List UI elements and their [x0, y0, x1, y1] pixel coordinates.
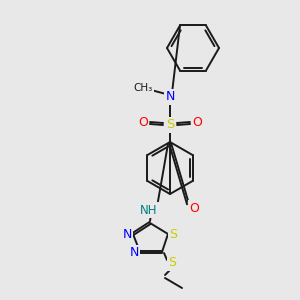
- Text: N: N: [129, 247, 139, 260]
- Text: S: S: [168, 256, 176, 269]
- Text: O: O: [189, 202, 199, 214]
- Text: N: N: [122, 227, 132, 241]
- Text: O: O: [138, 116, 148, 128]
- Text: CH₃: CH₃: [134, 83, 153, 93]
- Text: N: N: [165, 91, 175, 103]
- Text: O: O: [192, 116, 202, 128]
- Text: S: S: [169, 227, 177, 241]
- Text: S: S: [166, 118, 174, 131]
- Text: NH: NH: [140, 203, 158, 217]
